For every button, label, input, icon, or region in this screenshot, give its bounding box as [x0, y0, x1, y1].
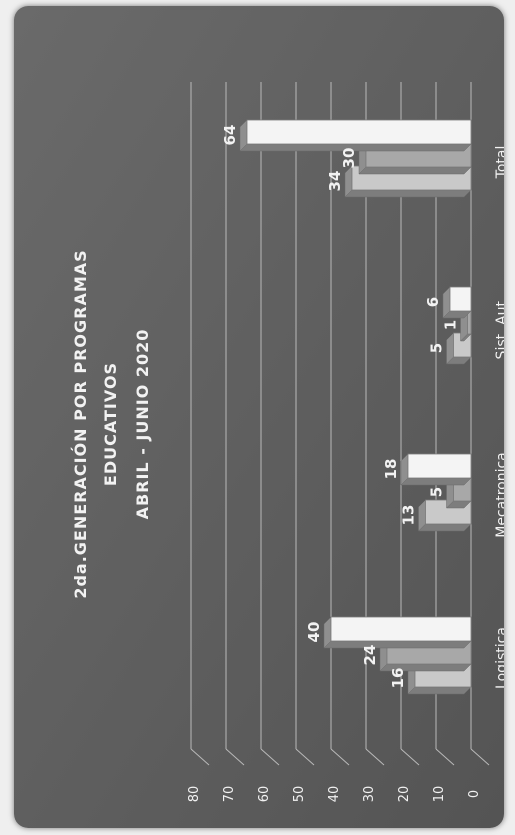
y-tick-label: 60	[257, 786, 272, 803]
grid-line-depth	[190, 748, 210, 766]
grid-line-depth	[365, 748, 385, 766]
bars	[239, 119, 472, 695]
grid-line-depth	[400, 748, 420, 766]
bar	[239, 119, 472, 152]
data-label: 5	[428, 487, 446, 497]
y-tick-label: 30	[362, 786, 377, 803]
bar-chart: 0102030405060708016244013518516343064Log…	[14, 6, 504, 828]
y-tick-labels: 0 10 20 30 40 50 60 70 80	[187, 786, 482, 803]
y-tick-label: 20	[397, 786, 412, 803]
chart-title-line: ABRIL - JUNIO 2020	[133, 329, 152, 520]
bar	[400, 453, 472, 486]
data-label: 6	[424, 297, 442, 307]
data-label: 5	[428, 343, 446, 353]
grid-line-depth	[330, 748, 350, 766]
data-label: 16	[389, 668, 407, 689]
x-tick-label: Total	[494, 146, 504, 180]
grid-line-depth	[435, 748, 455, 766]
bar	[323, 616, 472, 649]
chart-title-line: 2da.GENERACIÓN POR PROGRAMAS	[71, 249, 90, 598]
bar	[445, 332, 472, 365]
grid-line-depth	[295, 748, 315, 766]
y-tick-label: 0	[467, 790, 482, 798]
chart-title: 2da.GENERACIÓN POR PROGRAMAS EDUCATIVOS AB…	[71, 249, 152, 598]
chart-board: 0 10 20 30 40 50 60 70 80 16 24 40 13 5 18 5 1 6 34 30 64 Log…	[14, 6, 504, 828]
chart-title-line: EDUCATIVOS	[101, 362, 120, 486]
y-tick-label: 50	[292, 786, 307, 803]
y-tick-label: 70	[222, 786, 237, 803]
x-tick-labels: Logistica Mecatronica Sist. Aut. Total	[494, 146, 504, 689]
y-tick-label: 10	[432, 786, 447, 803]
x-tick-label: Sist. Aut.	[494, 297, 504, 360]
bar	[442, 286, 472, 319]
data-label: 40	[305, 622, 323, 643]
x-tick-label: Logistica	[494, 627, 504, 689]
grid-line-depth	[225, 748, 245, 766]
data-label: 30	[340, 148, 358, 169]
data-label: 24	[361, 645, 379, 666]
y-tick-label: 80	[187, 786, 202, 803]
y-tick-label: 40	[327, 786, 342, 803]
data-label: 34	[326, 171, 344, 192]
x-tick-label: Mecatronica	[494, 452, 504, 538]
data-label: 18	[382, 459, 400, 480]
data-label: 64	[221, 125, 239, 146]
grid-line-depth	[260, 748, 280, 766]
data-label: 13	[400, 505, 418, 526]
grid-line-depth	[470, 748, 490, 766]
data-label: 1	[442, 320, 460, 330]
